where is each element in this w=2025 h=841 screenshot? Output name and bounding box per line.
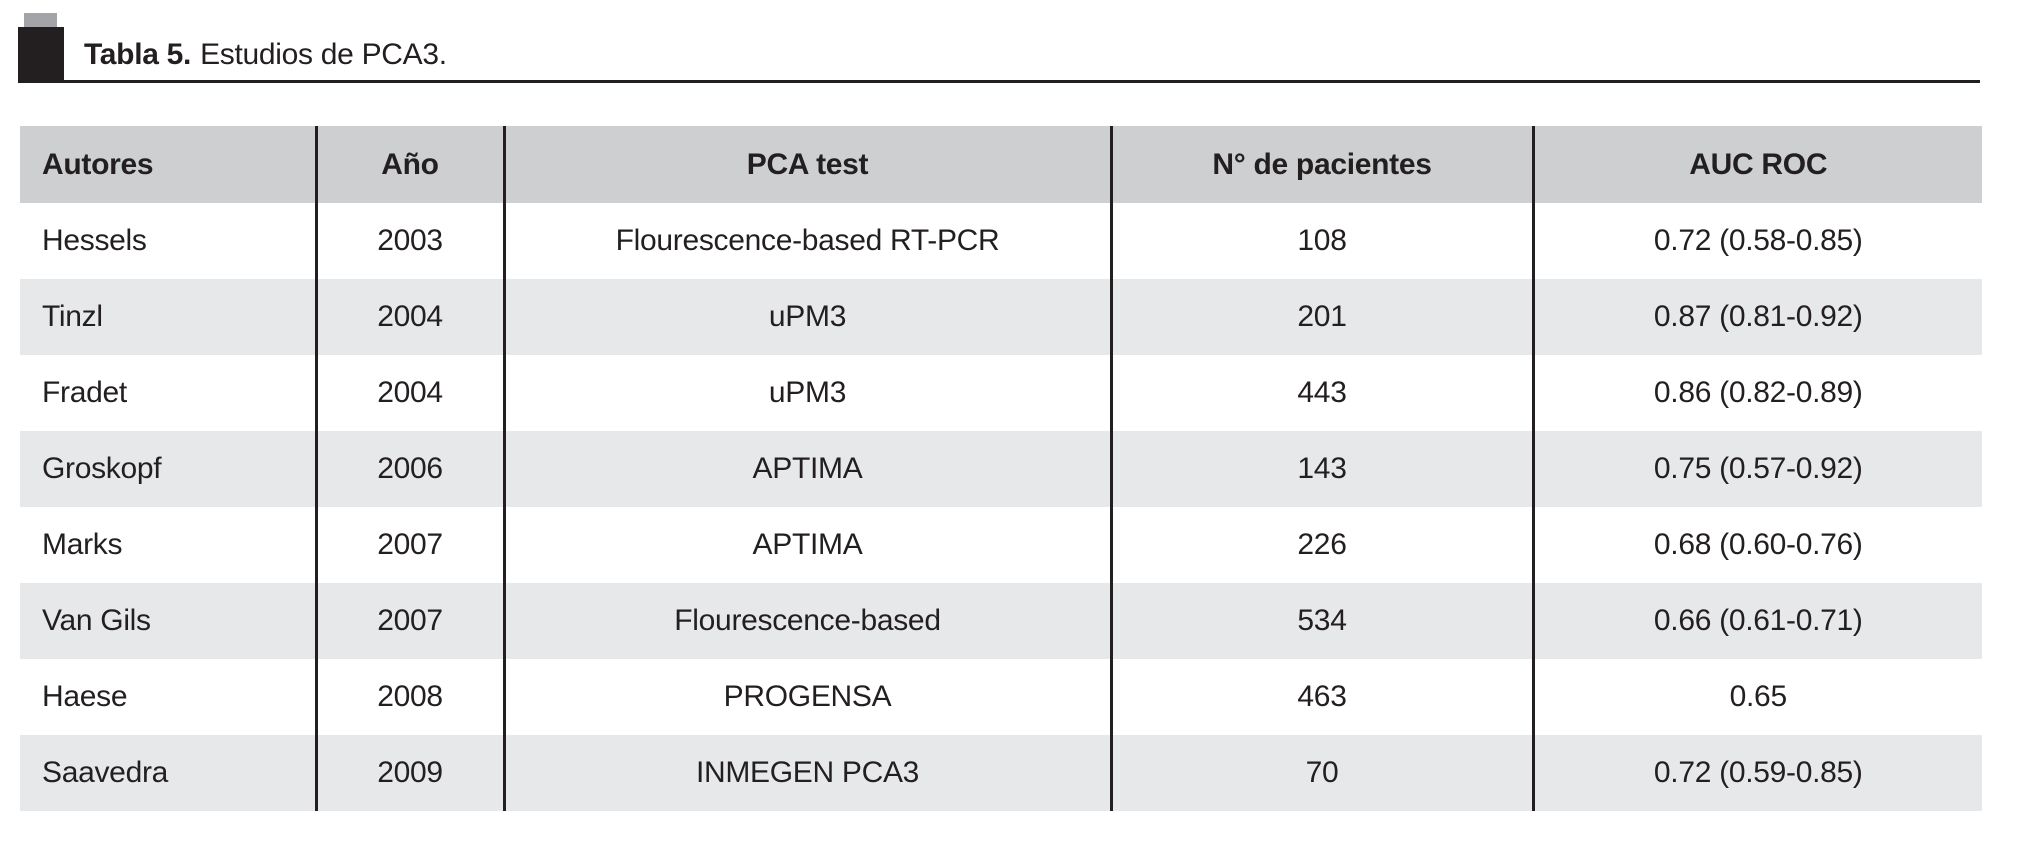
cell-n-pacientes: 70 <box>1109 735 1533 811</box>
table-row: Fradet 2004 uPM3 443 0.86 (0.82-0.89) <box>20 355 1982 431</box>
table-row: Hessels 2003 Flourescence-based RT-PCR 1… <box>20 203 1982 279</box>
cell-ano: 2004 <box>314 279 504 355</box>
cell-autores: Tinzl <box>20 279 316 355</box>
pca3-studies-table: Autores Año PCA test N° de pacientes AUC… <box>20 126 1982 811</box>
cell-pca-test: uPM3 <box>502 355 1111 431</box>
table-row: Marks 2007 APTIMA 226 0.68 (0.60-0.76) <box>20 507 1982 583</box>
cell-autores: Fradet <box>20 355 316 431</box>
cell-n-pacientes: 463 <box>1109 659 1533 735</box>
cell-n-pacientes: 201 <box>1109 279 1533 355</box>
cell-ano: 2004 <box>314 355 504 431</box>
cell-autores: Haese <box>20 659 316 735</box>
table-title-text: Estudios de PCA3. <box>200 38 447 71</box>
cell-auc-roc: 0.66 (0.61-0.71) <box>1531 583 1982 659</box>
table-row: Groskopf 2006 APTIMA 143 0.75 (0.57-0.92… <box>20 431 1982 507</box>
cell-n-pacientes: 534 <box>1109 583 1533 659</box>
col-header-auc-roc: AUC ROC <box>1531 126 1982 203</box>
table-row: Haese 2008 PROGENSA 463 0.65 <box>20 659 1982 735</box>
cell-autores: Hessels <box>20 203 316 279</box>
cell-ano: 2008 <box>314 659 504 735</box>
cell-pca-test: uPM3 <box>502 279 1111 355</box>
table-title-label: Tabla 5. <box>84 38 192 71</box>
table-row: Van Gils 2007 Flourescence-based 534 0.6… <box>20 583 1982 659</box>
cell-n-pacientes: 108 <box>1109 203 1533 279</box>
col-header-pca-test: PCA test <box>502 126 1111 203</box>
cell-pca-test: APTIMA <box>502 507 1111 583</box>
cell-autores: Van Gils <box>20 583 316 659</box>
table-row: Tinzl 2004 uPM3 201 0.87 (0.81-0.92) <box>20 279 1982 355</box>
table-row: Saavedra 2009 INMEGEN PCA3 70 0.72 (0.59… <box>20 735 1982 811</box>
col-header-n-pacientes: N° de pacientes <box>1109 126 1533 203</box>
table-title: Tabla 5. Estudios de PCA3. <box>84 38 447 72</box>
title-marker-notch <box>24 13 57 30</box>
cell-auc-roc: 0.72 (0.59-0.85) <box>1531 735 1982 811</box>
cell-ano: 2003 <box>314 203 504 279</box>
table-header-row: Autores Año PCA test N° de pacientes AUC… <box>20 126 1982 203</box>
cell-auc-roc: 0.86 (0.82-0.89) <box>1531 355 1982 431</box>
cell-n-pacientes: 443 <box>1109 355 1533 431</box>
cell-pca-test: INMEGEN PCA3 <box>502 735 1111 811</box>
cell-autores: Saavedra <box>20 735 316 811</box>
cell-n-pacientes: 143 <box>1109 431 1533 507</box>
cell-n-pacientes: 226 <box>1109 507 1533 583</box>
cell-ano: 2007 <box>314 507 504 583</box>
cell-auc-roc: 0.65 <box>1531 659 1982 735</box>
cell-auc-roc: 0.75 (0.57-0.92) <box>1531 431 1982 507</box>
cell-pca-test: APTIMA <box>502 431 1111 507</box>
cell-pca-test: Flourescence-based RT-PCR <box>502 203 1111 279</box>
col-header-ano: Año <box>314 126 504 203</box>
cell-pca-test: PROGENSA <box>502 659 1111 735</box>
cell-ano: 2006 <box>314 431 504 507</box>
col-header-autores: Autores <box>20 126 316 203</box>
cell-auc-roc: 0.68 (0.60-0.76) <box>1531 507 1982 583</box>
cell-auc-roc: 0.87 (0.81-0.92) <box>1531 279 1982 355</box>
cell-ano: 2009 <box>314 735 504 811</box>
cell-pca-test: Flourescence-based <box>502 583 1111 659</box>
cell-autores: Groskopf <box>20 431 316 507</box>
cell-ano: 2007 <box>314 583 504 659</box>
title-marker-square <box>18 27 64 83</box>
title-underline <box>64 80 1980 83</box>
cell-autores: Marks <box>20 507 316 583</box>
cell-auc-roc: 0.72 (0.58-0.85) <box>1531 203 1982 279</box>
